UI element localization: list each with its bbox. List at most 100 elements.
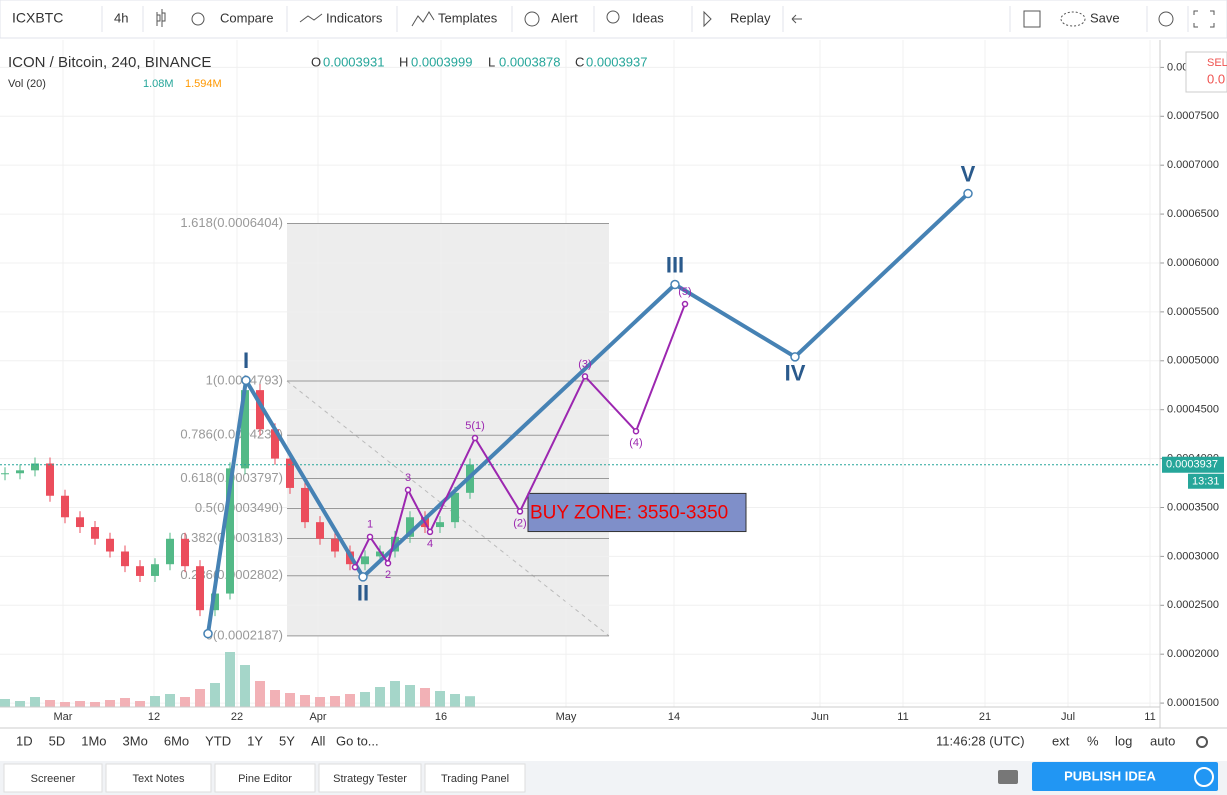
indicators-button[interactable]: Indicators <box>326 10 383 25</box>
camera-icon[interactable] <box>998 770 1018 784</box>
x-tick-label: 11 <box>1144 711 1155 723</box>
volume-ma-value: 1.594M <box>185 78 222 90</box>
countdown-label: 13:31 <box>1192 476 1220 488</box>
volume-bar <box>375 687 385 707</box>
sell-label: SEL <box>1207 57 1227 69</box>
range-button[interactable]: 5Y <box>279 733 295 748</box>
sell-panel[interactable] <box>1185 51 1227 93</box>
wave-label: 3 <box>405 472 411 484</box>
wave-line <box>354 303 686 568</box>
range-button[interactable]: All <box>311 733 326 748</box>
goto-button[interactable]: Go to... <box>336 733 379 748</box>
wave-label: V <box>961 161 976 186</box>
range-button[interactable]: 5D <box>49 733 66 748</box>
candle <box>106 538 114 552</box>
x-tick-label: 11 <box>897 711 908 723</box>
candle <box>301 487 309 523</box>
x-tick-label: Mar <box>54 711 73 723</box>
y-tick-label: 0.0002500 <box>1167 599 1219 611</box>
wave-point <box>404 486 412 494</box>
footer-tab[interactable] <box>3 763 103 793</box>
wave-point <box>241 375 251 386</box>
volume-bar <box>225 652 235 707</box>
x-tick-label: 12 <box>148 711 160 723</box>
ideas-button[interactable]: Ideas <box>632 10 664 25</box>
fib-label: 0.5(0.0003490) <box>195 500 283 515</box>
wave-label: (2) <box>513 517 526 529</box>
volume-bar <box>255 681 265 707</box>
x-tick-label: Jun <box>811 711 829 723</box>
candle <box>256 390 264 430</box>
candle <box>406 517 414 537</box>
x-tick-label: May <box>556 711 577 723</box>
candle <box>391 536 399 552</box>
volume-bar <box>390 681 400 707</box>
footer-tab[interactable] <box>214 763 316 793</box>
footer-tab-label: Pine Editor <box>238 773 292 785</box>
close-label: C <box>575 54 584 69</box>
range-button[interactable]: 1D <box>16 733 33 748</box>
wave-point <box>203 628 213 639</box>
volume-bar <box>15 701 25 707</box>
candle <box>331 538 339 552</box>
legend-title: ICON / Bitcoin, 240, BINANCE <box>8 54 211 71</box>
volume-bar <box>270 690 280 707</box>
scale-option[interactable]: % <box>1087 733 1099 748</box>
alert-button[interactable]: Alert <box>551 10 578 25</box>
volume-bar <box>150 696 160 707</box>
footer-tab-label: Text Notes <box>133 773 185 785</box>
settings-icon[interactable] <box>1196 736 1208 748</box>
candle <box>136 566 144 576</box>
symbol[interactable]: ICXBTC <box>12 10 63 26</box>
y-tick-label: 0.0003500 <box>1167 501 1219 513</box>
volume-bar <box>180 697 190 707</box>
fib-region <box>287 223 609 636</box>
wave-label: III <box>666 252 684 277</box>
candle <box>436 522 444 528</box>
low-label: L <box>488 54 495 69</box>
candle <box>16 470 24 474</box>
range-button[interactable]: 3Mo <box>123 733 148 748</box>
scale-option[interactable]: log <box>1115 733 1132 748</box>
range-button[interactable]: YTD <box>205 733 231 748</box>
volume-bar <box>210 683 220 707</box>
x-tick-label: 22 <box>231 711 243 723</box>
y-tick-label: 0.0006500 <box>1167 208 1219 220</box>
candle <box>196 566 204 611</box>
candle <box>211 593 219 611</box>
fib-label: 1.618(0.0006404) <box>180 215 283 230</box>
candle <box>1 473 9 475</box>
candle <box>76 517 84 528</box>
range-button[interactable]: 1Y <box>247 733 263 748</box>
volume-bar <box>315 697 325 707</box>
last-price-box <box>1162 456 1224 473</box>
range-button[interactable]: 1Mo <box>81 733 106 748</box>
wave-label: (3) <box>578 358 591 370</box>
volume-bar <box>60 702 70 707</box>
compare-button[interactable]: Compare <box>220 10 273 25</box>
y-tick-label: 0.0006000 <box>1167 257 1219 269</box>
volume-bar <box>420 688 430 707</box>
wave-label: (5) <box>678 286 691 298</box>
scale-option[interactable]: auto <box>1150 733 1175 748</box>
candle <box>46 463 54 496</box>
interval[interactable]: 4h <box>114 10 128 25</box>
footer-tab[interactable] <box>424 763 526 793</box>
wave-point <box>384 559 392 567</box>
footer-tab[interactable] <box>105 763 212 793</box>
replay-button[interactable]: Replay <box>730 10 771 25</box>
candle <box>226 468 234 594</box>
range-button[interactable]: 6Mo <box>164 733 189 748</box>
footer-tab[interactable] <box>318 763 422 793</box>
volume-bar <box>0 699 10 707</box>
scale-option[interactable]: ext <box>1052 733 1070 748</box>
templates-button[interactable]: Templates <box>438 10 498 25</box>
x-tick-label: Jul <box>1061 711 1075 723</box>
publish-button[interactable] <box>1032 762 1218 791</box>
volume-bar <box>450 694 460 707</box>
save-button[interactable]: Save <box>1090 10 1120 25</box>
wave-point <box>581 373 589 380</box>
candle <box>376 551 384 557</box>
y-tick-label: 0.0003000 <box>1167 550 1219 562</box>
